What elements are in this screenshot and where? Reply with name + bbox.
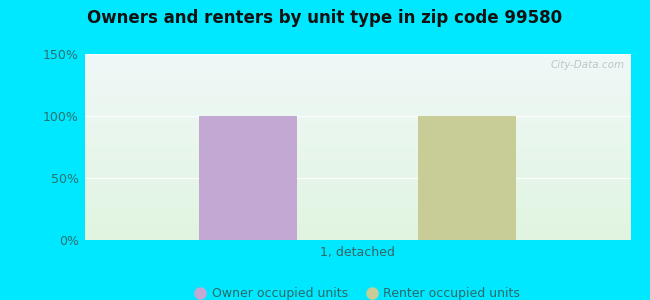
Text: City-Data.com: City-Data.com xyxy=(551,60,625,70)
Bar xyxy=(199,116,298,240)
Legend: Owner occupied units, Renter occupied units: Owner occupied units, Renter occupied un… xyxy=(196,287,519,300)
Bar xyxy=(417,116,516,240)
Text: Owners and renters by unit type in zip code 99580: Owners and renters by unit type in zip c… xyxy=(88,9,562,27)
